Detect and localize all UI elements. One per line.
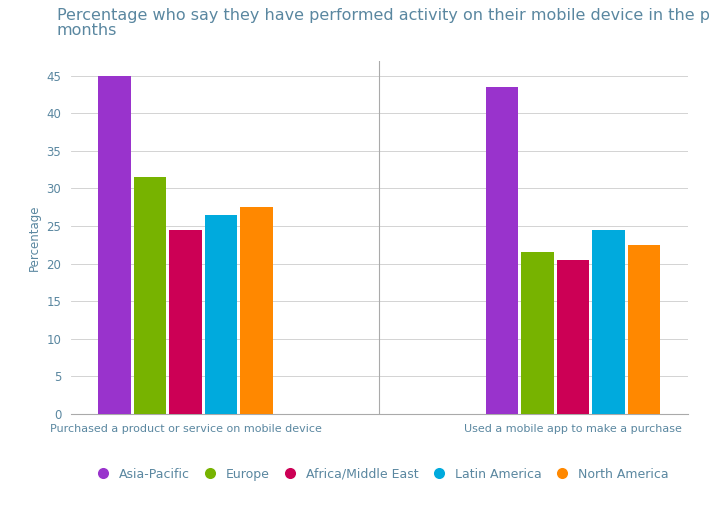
Bar xyxy=(134,177,167,414)
Bar xyxy=(627,245,661,414)
Bar xyxy=(592,230,625,414)
Legend: Asia-Pacific, Europe, Africa/Middle East, Latin America, North America: Asia-Pacific, Europe, Africa/Middle East… xyxy=(85,463,674,486)
Y-axis label: Percentage: Percentage xyxy=(28,204,40,271)
Text: months: months xyxy=(57,23,117,38)
Bar xyxy=(169,230,202,414)
Bar xyxy=(205,215,238,414)
Bar xyxy=(557,260,589,414)
Bar xyxy=(521,252,554,414)
Bar xyxy=(486,87,518,414)
Text: Percentage who say they have performed activity on their mobile device in the pa: Percentage who say they have performed a… xyxy=(57,8,709,23)
Bar xyxy=(98,76,131,414)
Bar xyxy=(240,207,273,414)
